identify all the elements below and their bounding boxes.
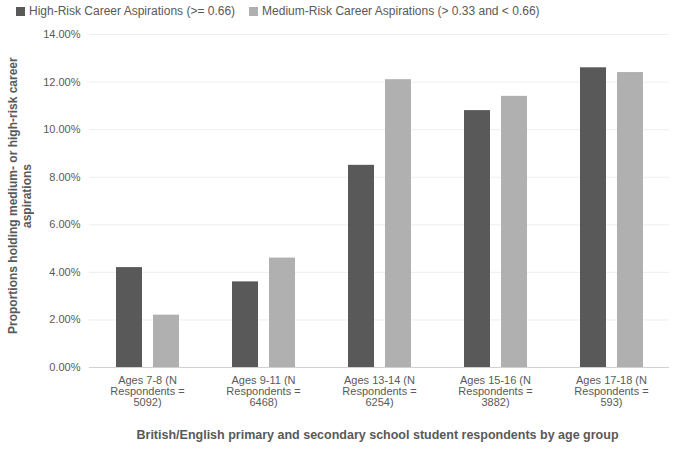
svg-text:12.00%: 12.00%: [43, 76, 81, 88]
svg-text:Ages 17-18 (NRespondents =593): Ages 17-18 (NRespondents =593): [574, 374, 648, 408]
svg-text:4.00%: 4.00%: [49, 266, 80, 278]
svg-text:0.00%: 0.00%: [49, 361, 80, 373]
svg-text:Ages 9-11 (NRespondents =6468): Ages 9-11 (NRespondents =6468): [226, 374, 300, 408]
html-text:High-Risk Career Aspirations (: High-Risk Career Aspirations (>= 0.66): [29, 4, 236, 18]
svg-text:6.00%: 6.00%: [49, 218, 80, 230]
svg-text:10.00%: 10.00%: [43, 123, 81, 135]
svg-text:Ages 13-14 (NRespondents =6254: Ages 13-14 (NRespondents =6254): [342, 374, 416, 408]
html-text:British/English primary and se: British/English primary and secondary sc…: [136, 428, 619, 442]
svg-text:2.00%: 2.00%: [49, 313, 80, 325]
html-text:Medium-Risk Career Aspirations: Medium-Risk Career Aspirations (> 0.33 a…: [262, 4, 540, 18]
svg-text:Ages 7-8 (NRespondents =5092): Ages 7-8 (NRespondents =5092): [110, 374, 184, 408]
svg-text:Ages 15-16 (NRespondents =3882: Ages 15-16 (NRespondents =3882): [458, 374, 532, 408]
svg-text:8.00%: 8.00%: [49, 171, 80, 183]
svg-text:14.00%: 14.00%: [43, 28, 81, 40]
html-text:Proportions holding medium- or: Proportions holding medium- or high-risk…: [6, 57, 34, 335]
